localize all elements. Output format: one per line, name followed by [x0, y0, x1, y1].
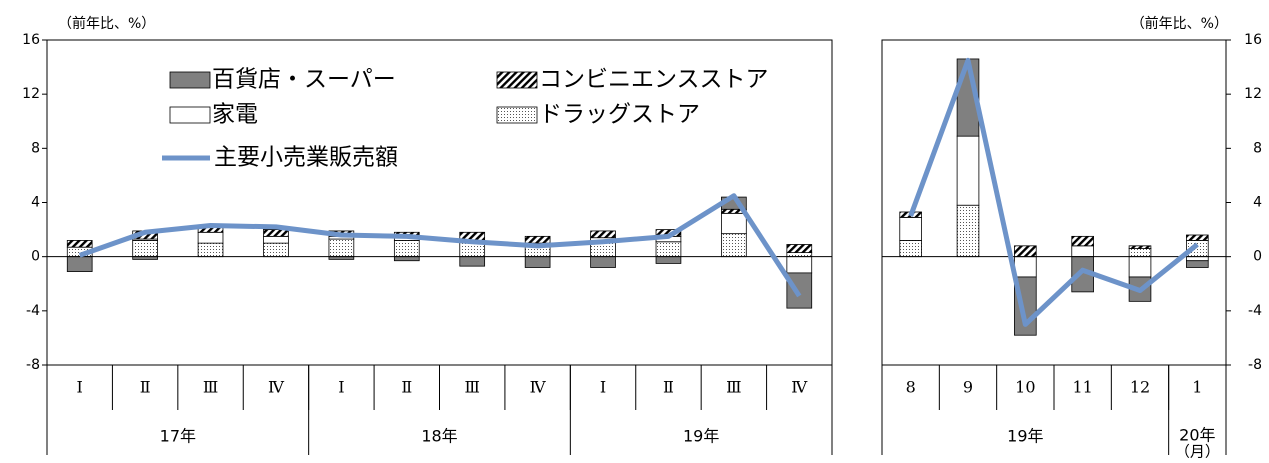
bar-segment — [786, 252, 813, 258]
y-tick-label: 4 — [1253, 195, 1262, 211]
bar-segment — [655, 256, 682, 264]
bar-segment — [1128, 256, 1152, 278]
bar-segment — [590, 256, 616, 268]
y-tick-label: 0 — [1253, 249, 1262, 265]
y-tick-label: 12 — [22, 86, 40, 102]
y-tick-label: -8 — [1248, 357, 1262, 373]
x-tick-label: Ⅰ — [338, 378, 344, 397]
line-series — [78, 193, 802, 298]
bar-segment — [263, 229, 289, 237]
bar-segment — [1186, 234, 1209, 241]
legend-swatch — [169, 71, 211, 89]
bar-segment — [1186, 256, 1209, 262]
x-tick-label: 8 — [906, 378, 916, 397]
bar-segment — [66, 240, 93, 248]
bar-segment — [263, 235, 289, 244]
group-label: 17年 — [160, 427, 196, 446]
x-tick-label: Ⅱ — [401, 378, 412, 397]
legend-label: 百貨店・スーパー — [212, 67, 396, 93]
unit-label: （前年比、%） — [58, 15, 155, 32]
legend-label: コンビニエンスストア — [539, 67, 769, 93]
x-tick-label: Ⅰ — [600, 378, 606, 397]
bar-segment — [1014, 256, 1037, 278]
bar-segment — [1128, 248, 1152, 258]
x-tick-label: Ⅲ — [203, 378, 218, 397]
x-tick-label: 9 — [963, 378, 973, 397]
x-tick-label: Ⅳ — [530, 378, 547, 397]
legend-swatch — [496, 106, 538, 124]
x-tick-label: Ⅳ — [791, 378, 808, 397]
x-tick-label: Ⅳ — [268, 378, 285, 397]
bar-segment — [590, 230, 616, 239]
x-tick-label: Ⅲ — [464, 378, 479, 397]
bar-segment — [132, 240, 158, 258]
line-series — [908, 57, 1199, 327]
legend-label: ドラッグストア — [539, 102, 700, 128]
legend-swatch — [169, 106, 211, 124]
y-tick-label: -8 — [26, 357, 40, 373]
bar-segment — [786, 244, 813, 254]
unit-label: （前年比、%） — [1131, 15, 1228, 32]
x-tick-label: 12 — [1130, 378, 1150, 397]
bar-segment — [393, 240, 420, 258]
group-label: 20年 — [1179, 426, 1215, 445]
bar-segment — [956, 135, 980, 206]
plot-frame — [881, 39, 1227, 366]
y-tick-label: 8 — [31, 140, 40, 156]
bar-segment — [1128, 245, 1152, 249]
x-tick-label: Ⅰ — [77, 378, 83, 397]
y-tick-label: 8 — [1253, 140, 1262, 156]
bar-segment — [66, 256, 93, 272]
bar-segment — [393, 256, 420, 262]
bar-segment — [263, 242, 289, 258]
legend-swatch — [496, 71, 538, 89]
bar-segment — [524, 235, 551, 244]
x-tick-label: Ⅱ — [140, 378, 151, 397]
bar-segment — [721, 233, 747, 258]
y-tick-label: 0 — [31, 249, 40, 265]
x-tick-label: Ⅱ — [663, 378, 674, 397]
bar-segment — [1014, 245, 1037, 258]
bar-segment — [197, 231, 224, 244]
bar-segment — [524, 256, 551, 268]
bar-segment — [899, 216, 922, 241]
bar-segment — [786, 256, 813, 274]
bar-segment — [197, 242, 224, 258]
bar-segment — [1186, 260, 1209, 268]
bar-segment — [956, 204, 980, 258]
bar-segment — [721, 212, 747, 235]
legend-label: 主要小売業販売額 — [214, 145, 398, 171]
group-label: 18年 — [421, 427, 457, 446]
bar-segment — [655, 241, 682, 258]
y-tick-label: 4 — [31, 195, 40, 211]
bar-segment — [899, 240, 922, 258]
bar-segment — [328, 238, 355, 258]
y-tick-label: 16 — [1244, 32, 1262, 48]
bar-segment — [1071, 245, 1094, 258]
x-tick-label: 11 — [1072, 378, 1092, 397]
y-tick-label: 12 — [1244, 86, 1262, 102]
x-unit-label: （月） — [1175, 443, 1220, 461]
x-tick-label: 10 — [1015, 378, 1035, 397]
group-label: 19年 — [683, 427, 719, 446]
bar-segment — [1071, 235, 1094, 247]
x-tick-label: 1 — [1192, 378, 1202, 397]
group-label: 19年 — [1007, 427, 1043, 446]
y-tick-label: -4 — [26, 303, 40, 319]
y-tick-label: -4 — [1248, 303, 1262, 319]
y-tick-label: 16 — [22, 32, 40, 48]
x-tick-label: Ⅲ — [726, 378, 741, 397]
legend-label: 家電 — [212, 102, 258, 128]
bar-segment — [459, 256, 486, 267]
